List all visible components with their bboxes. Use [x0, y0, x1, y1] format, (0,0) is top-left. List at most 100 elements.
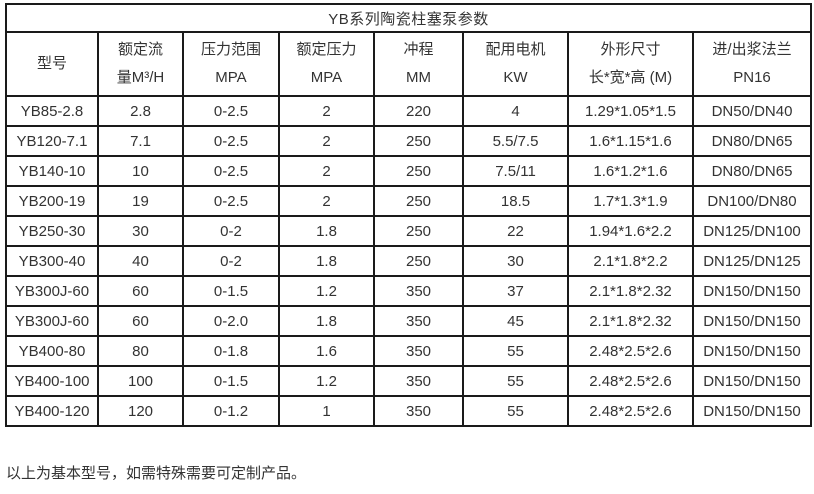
column-header-stroke: 冲程 MM [373, 31, 464, 97]
cell-pressure-range: 0-2 [182, 215, 280, 247]
column-header-model: 型号 [5, 31, 99, 97]
table-row: YB140-10 10 0-2.5 2 250 7.5/11 1.6*1.2*1.6 DN80… [5, 155, 813, 187]
cell-flange: DN150/DN150 [691, 335, 813, 367]
cell-dimensions: 2.48*2.5*2.6 [567, 335, 694, 367]
table-title: YB系列陶瓷柱塞泵参数 [4, 3, 813, 33]
cell-stroke: 220 [373, 95, 464, 127]
cell-model: YB400-100 [5, 365, 99, 397]
cell-stroke: 350 [373, 275, 464, 307]
cell-rated-flow: 60 [97, 275, 184, 307]
cell-rated-flow: 7.1 [97, 125, 184, 157]
cell-rated-pressure: 1.8 [278, 215, 375, 247]
cell-rated-pressure: 1.6 [278, 335, 375, 367]
cell-pressure-range: 0-2.5 [182, 155, 280, 187]
cell-dimensions: 2.1*1.8*2.32 [567, 305, 694, 337]
table-row: YB300J-60 60 0-1.5 1.2 350 37 2.1*1.8*2.32 DN15… [5, 275, 813, 307]
cell-model: YB400-80 [5, 335, 99, 367]
cell-model: YB200-19 [5, 185, 99, 217]
cell-motor-power: 55 [462, 335, 569, 367]
cell-stroke: 250 [373, 245, 464, 277]
column-header-line1: 压力范围 [200, 41, 261, 58]
cell-motor-power: 5.5/7.5 [462, 125, 569, 157]
column-header-line1: 额定压力 [296, 41, 357, 58]
cell-rated-pressure: 2 [278, 95, 375, 127]
column-header-line1: 配用电机 [485, 41, 546, 58]
cell-stroke: 350 [373, 395, 464, 427]
cell-flange: DN150/DN150 [691, 275, 813, 307]
table-row: YB300-40 40 0-2 1.8 250 30 2.1*1.8*2.2 DN125/DN… [5, 245, 813, 277]
cell-dimensions: 1.6*1.2*1.6 [567, 155, 694, 187]
cell-stroke: 350 [373, 335, 464, 367]
cell-rated-flow: 100 [97, 365, 184, 397]
table-title-row: YB系列陶瓷柱塞泵参数 [4, 3, 813, 33]
table-row: YB85-2.8 2.8 0-2.5 2 220 4 1.29*1.05*1.5 DN50/D… [5, 95, 813, 127]
cell-rated-pressure: 1.2 [278, 365, 375, 397]
column-header-line2: 长*宽*高 (M) [588, 69, 673, 86]
cell-stroke: 250 [373, 155, 464, 187]
table-body: YB85-2.8 2.8 0-2.5 2 220 4 1.29*1.05*1.5 DN50/D… [5, 95, 813, 427]
cell-stroke: 250 [373, 125, 464, 157]
column-header-line1: 进/出浆法兰 [712, 41, 792, 58]
cell-flange: DN150/DN150 [691, 365, 813, 397]
column-header-motor-power: 配用电机 KW [462, 31, 569, 97]
table-row: YB200-19 19 0-2.5 2 250 18.5 1.7*1.3*1.9 DN100/… [5, 185, 813, 217]
cell-stroke: 250 [373, 185, 464, 217]
cell-rated-flow: 19 [97, 185, 184, 217]
column-header-line1: 外形尺寸 [600, 41, 661, 58]
cell-stroke: 250 [373, 215, 464, 247]
table-row: YB400-80 80 0-1.8 1.6 350 55 2.48*2.5*2.6 DN150… [5, 335, 813, 367]
table-row: YB400-120 120 0-1.2 1 350 55 2.48*2.5*2.6 DN150… [5, 395, 813, 427]
column-header-rated-pressure: 额定压力 MPA [278, 31, 375, 97]
cell-motor-power: 45 [462, 305, 569, 337]
table-row: YB300J-60 60 0-2.0 1.8 350 45 2.1*1.8*2.32 DN15… [5, 305, 813, 337]
column-header-flange: 进/出浆法兰 PN16 [691, 31, 813, 97]
cell-model: YB120-7.1 [5, 125, 99, 157]
cell-pressure-range: 0-1.5 [182, 275, 280, 307]
cell-rated-pressure: 2 [278, 185, 375, 217]
cell-motor-power: 7.5/11 [462, 155, 569, 187]
cell-dimensions: 1.6*1.15*1.6 [567, 125, 694, 157]
cell-motor-power: 18.5 [462, 185, 569, 217]
column-header-line2: 量M³/H [116, 69, 165, 86]
cell-pressure-range: 0-2 [182, 245, 280, 277]
column-header-rated-flow: 额定流 量M³/H [97, 31, 184, 97]
cell-rated-flow: 60 [97, 305, 184, 337]
column-header-line2: KW [503, 69, 528, 86]
cell-model: YB300J-60 [5, 275, 99, 307]
table-header-row: 型号 额定流 量M³/H 压力范围 MPA 额定压力 MPA 冲程 MM 配用电机 KW 外形尺寸 长*… [5, 31, 813, 97]
cell-flange: DN80/DN65 [691, 125, 813, 157]
cell-model: YB300J-60 [5, 305, 99, 337]
cell-pressure-range: 0-2.0 [182, 305, 280, 337]
cell-dimensions: 2.48*2.5*2.6 [567, 395, 694, 427]
cell-stroke: 350 [373, 305, 464, 337]
table-row: YB400-100 100 0-1.5 1.2 350 55 2.48*2.5*2.6 DN1… [5, 365, 813, 397]
cell-model: YB85-2.8 [5, 95, 99, 127]
cell-dimensions: 1.7*1.3*1.9 [567, 185, 694, 217]
cell-rated-flow: 40 [97, 245, 184, 277]
column-header-line2: MPA [310, 69, 343, 86]
cell-flange: DN150/DN150 [691, 395, 813, 427]
cell-flange: DN125/DN100 [691, 215, 813, 247]
cell-flange: DN50/DN40 [691, 95, 813, 127]
cell-model: YB140-10 [5, 155, 99, 187]
cell-dimensions: 2.48*2.5*2.6 [567, 365, 694, 397]
cell-dimensions: 2.1*1.8*2.32 [567, 275, 694, 307]
cell-rated-flow: 120 [97, 395, 184, 427]
column-header-pressure-range: 压力范围 MPA [182, 31, 280, 97]
cell-stroke: 350 [373, 365, 464, 397]
cell-rated-flow: 10 [97, 155, 184, 187]
cell-flange: DN150/DN150 [691, 305, 813, 337]
cell-dimensions: 2.1*1.8*2.2 [567, 245, 694, 277]
cell-rated-pressure: 1.8 [278, 305, 375, 337]
table-row: YB250-30 30 0-2 1.8 250 22 1.94*1.6*2.2 DN125/D… [5, 215, 813, 247]
cell-pressure-range: 0-2.5 [182, 95, 280, 127]
table-row: YB120-7.1 7.1 0-2.5 2 250 5.5/7.5 1.6*1.15*1.6… [5, 125, 813, 157]
cell-motor-power: 22 [462, 215, 569, 247]
cell-motor-power: 30 [462, 245, 569, 277]
cell-pressure-range: 0-2.5 [182, 185, 280, 217]
cell-rated-pressure: 2 [278, 125, 375, 157]
column-header-line1: 冲程 [403, 41, 434, 58]
cell-rated-pressure: 1.2 [278, 275, 375, 307]
cell-model: YB250-30 [5, 215, 99, 247]
